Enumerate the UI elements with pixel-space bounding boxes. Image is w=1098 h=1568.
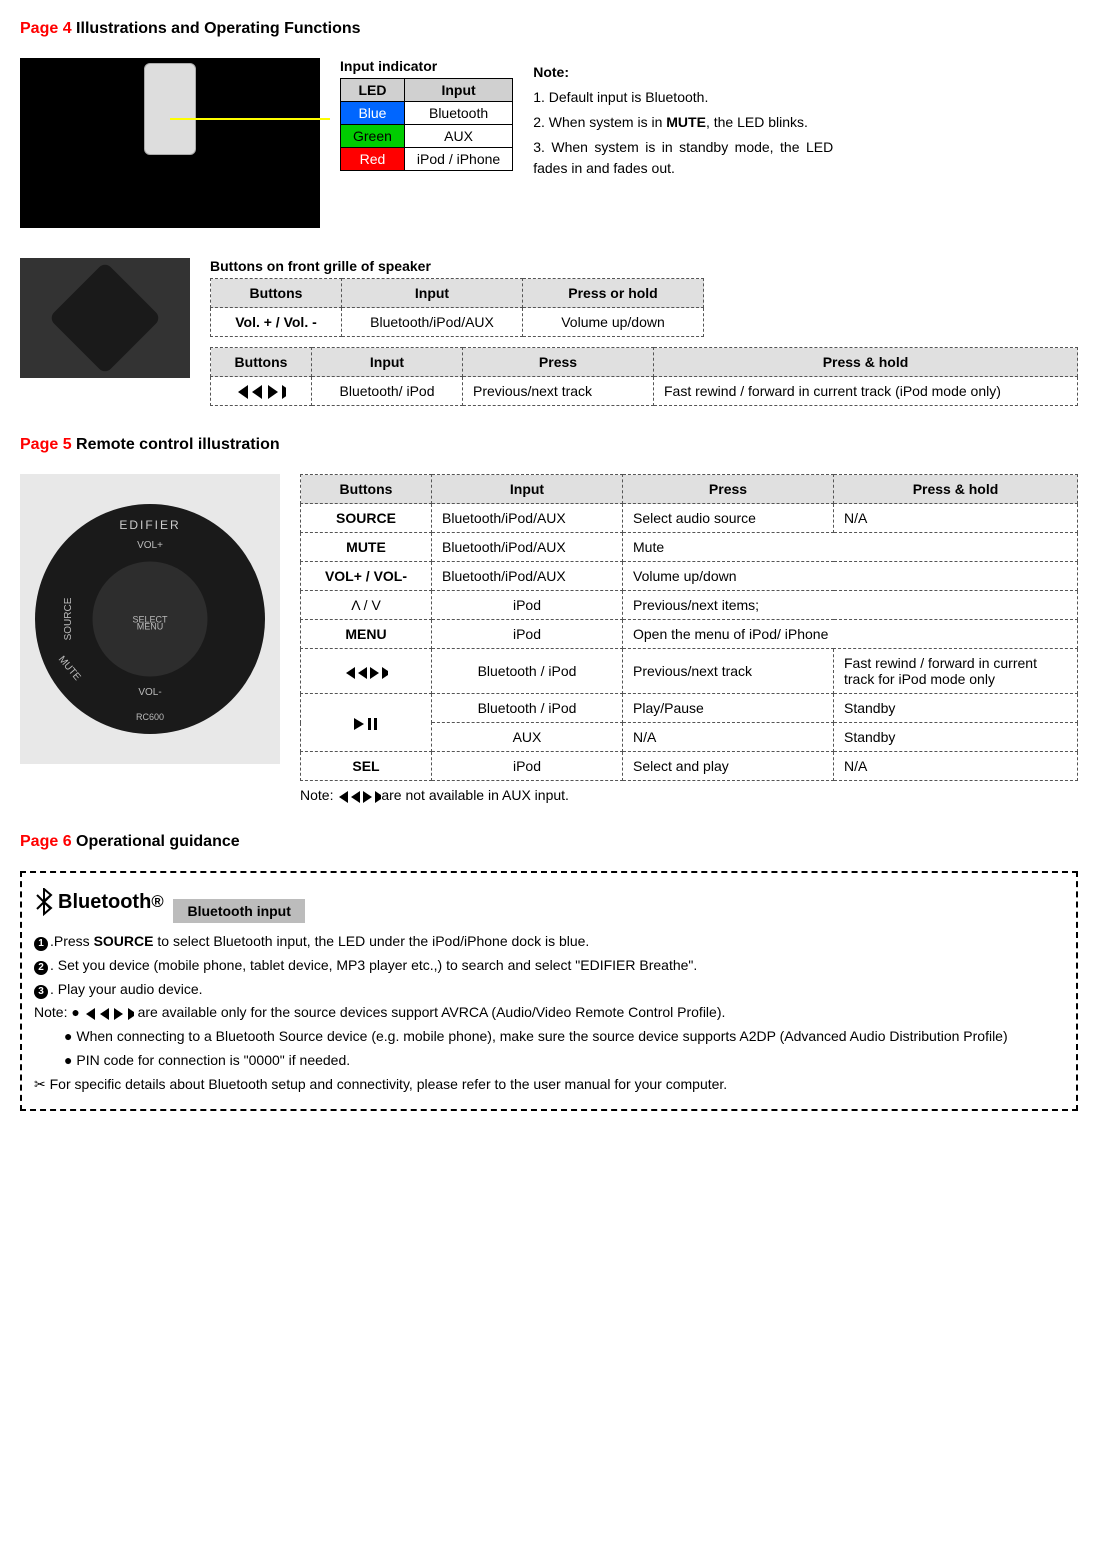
note1: 1. Default input is Bluetooth.: [533, 87, 833, 108]
page5-header: Page 5 Remote control illustration: [20, 436, 1078, 454]
step3: 3. Play your audio device.: [34, 978, 1064, 1002]
page4-title: Illustrations and Operating Functions: [76, 20, 360, 37]
note-block: Note: 1. Default input is Bluetooth. 2. …: [533, 58, 833, 228]
front-buttons-image: [20, 258, 190, 378]
prev-next-icon: [211, 377, 312, 406]
note-line2: ● When connecting to a Bluetooth Source …: [34, 1025, 1064, 1049]
remote-table: Buttons Input Press Press & hold SOURCEB…: [300, 474, 1078, 781]
th-input: Input: [404, 79, 512, 102]
input-indicator-table: LED Input BlueBluetooth GreenAUX RediPod…: [340, 78, 513, 171]
page4-header: Page 4 Illustrations and Operating Funct…: [20, 20, 1078, 38]
speaker-image: [20, 58, 320, 228]
th-led: LED: [341, 79, 405, 102]
buttons-title: Buttons on front grille of speaker: [210, 258, 1078, 274]
input-indicator-title: Input indicator: [340, 58, 513, 74]
step1: 1.Press SOURCE to select Bluetooth input…: [34, 930, 1064, 954]
led-red: Red: [341, 148, 405, 171]
note3: 3. When system is in standby mode, the L…: [533, 137, 833, 179]
remote-image: EDIFIER VOL+ VOL- SOURCE MUTE MENU SELEC…: [20, 474, 280, 764]
playpause-icon: [301, 694, 432, 752]
note2: 2. When system is in MUTE, the LED blink…: [533, 112, 833, 133]
step2: 2. Set you device (mobile phone, tablet …: [34, 954, 1064, 978]
page5-note: Note: are not available in AUX input.: [300, 787, 1078, 803]
bluetooth-section: Bluetooth® Bluetooth input 1.Press SOURC…: [20, 871, 1078, 1110]
led-blue: Blue: [341, 102, 405, 125]
note-line3: ● PIN code for connection is "0000" if n…: [34, 1049, 1064, 1073]
bluetooth-badge: Bluetooth input: [173, 899, 304, 923]
note-line1: Note: ● are available only for the sourc…: [34, 1001, 1064, 1025]
page4-label: Page 4: [20, 20, 72, 37]
led-green: Green: [341, 125, 405, 148]
front-buttons-table1: Buttons Input Press or hold Vol. + / Vol…: [210, 278, 704, 337]
track-icon: [301, 649, 432, 694]
final-note: ✂ For specific details about Bluetooth s…: [34, 1073, 1064, 1097]
page6-header: Page 6 Operational guidance: [20, 833, 1078, 851]
bluetooth-logo: Bluetooth®: [34, 885, 164, 919]
front-buttons-table2: Buttons Input Press Press & hold Bluetoo…: [210, 347, 1078, 406]
